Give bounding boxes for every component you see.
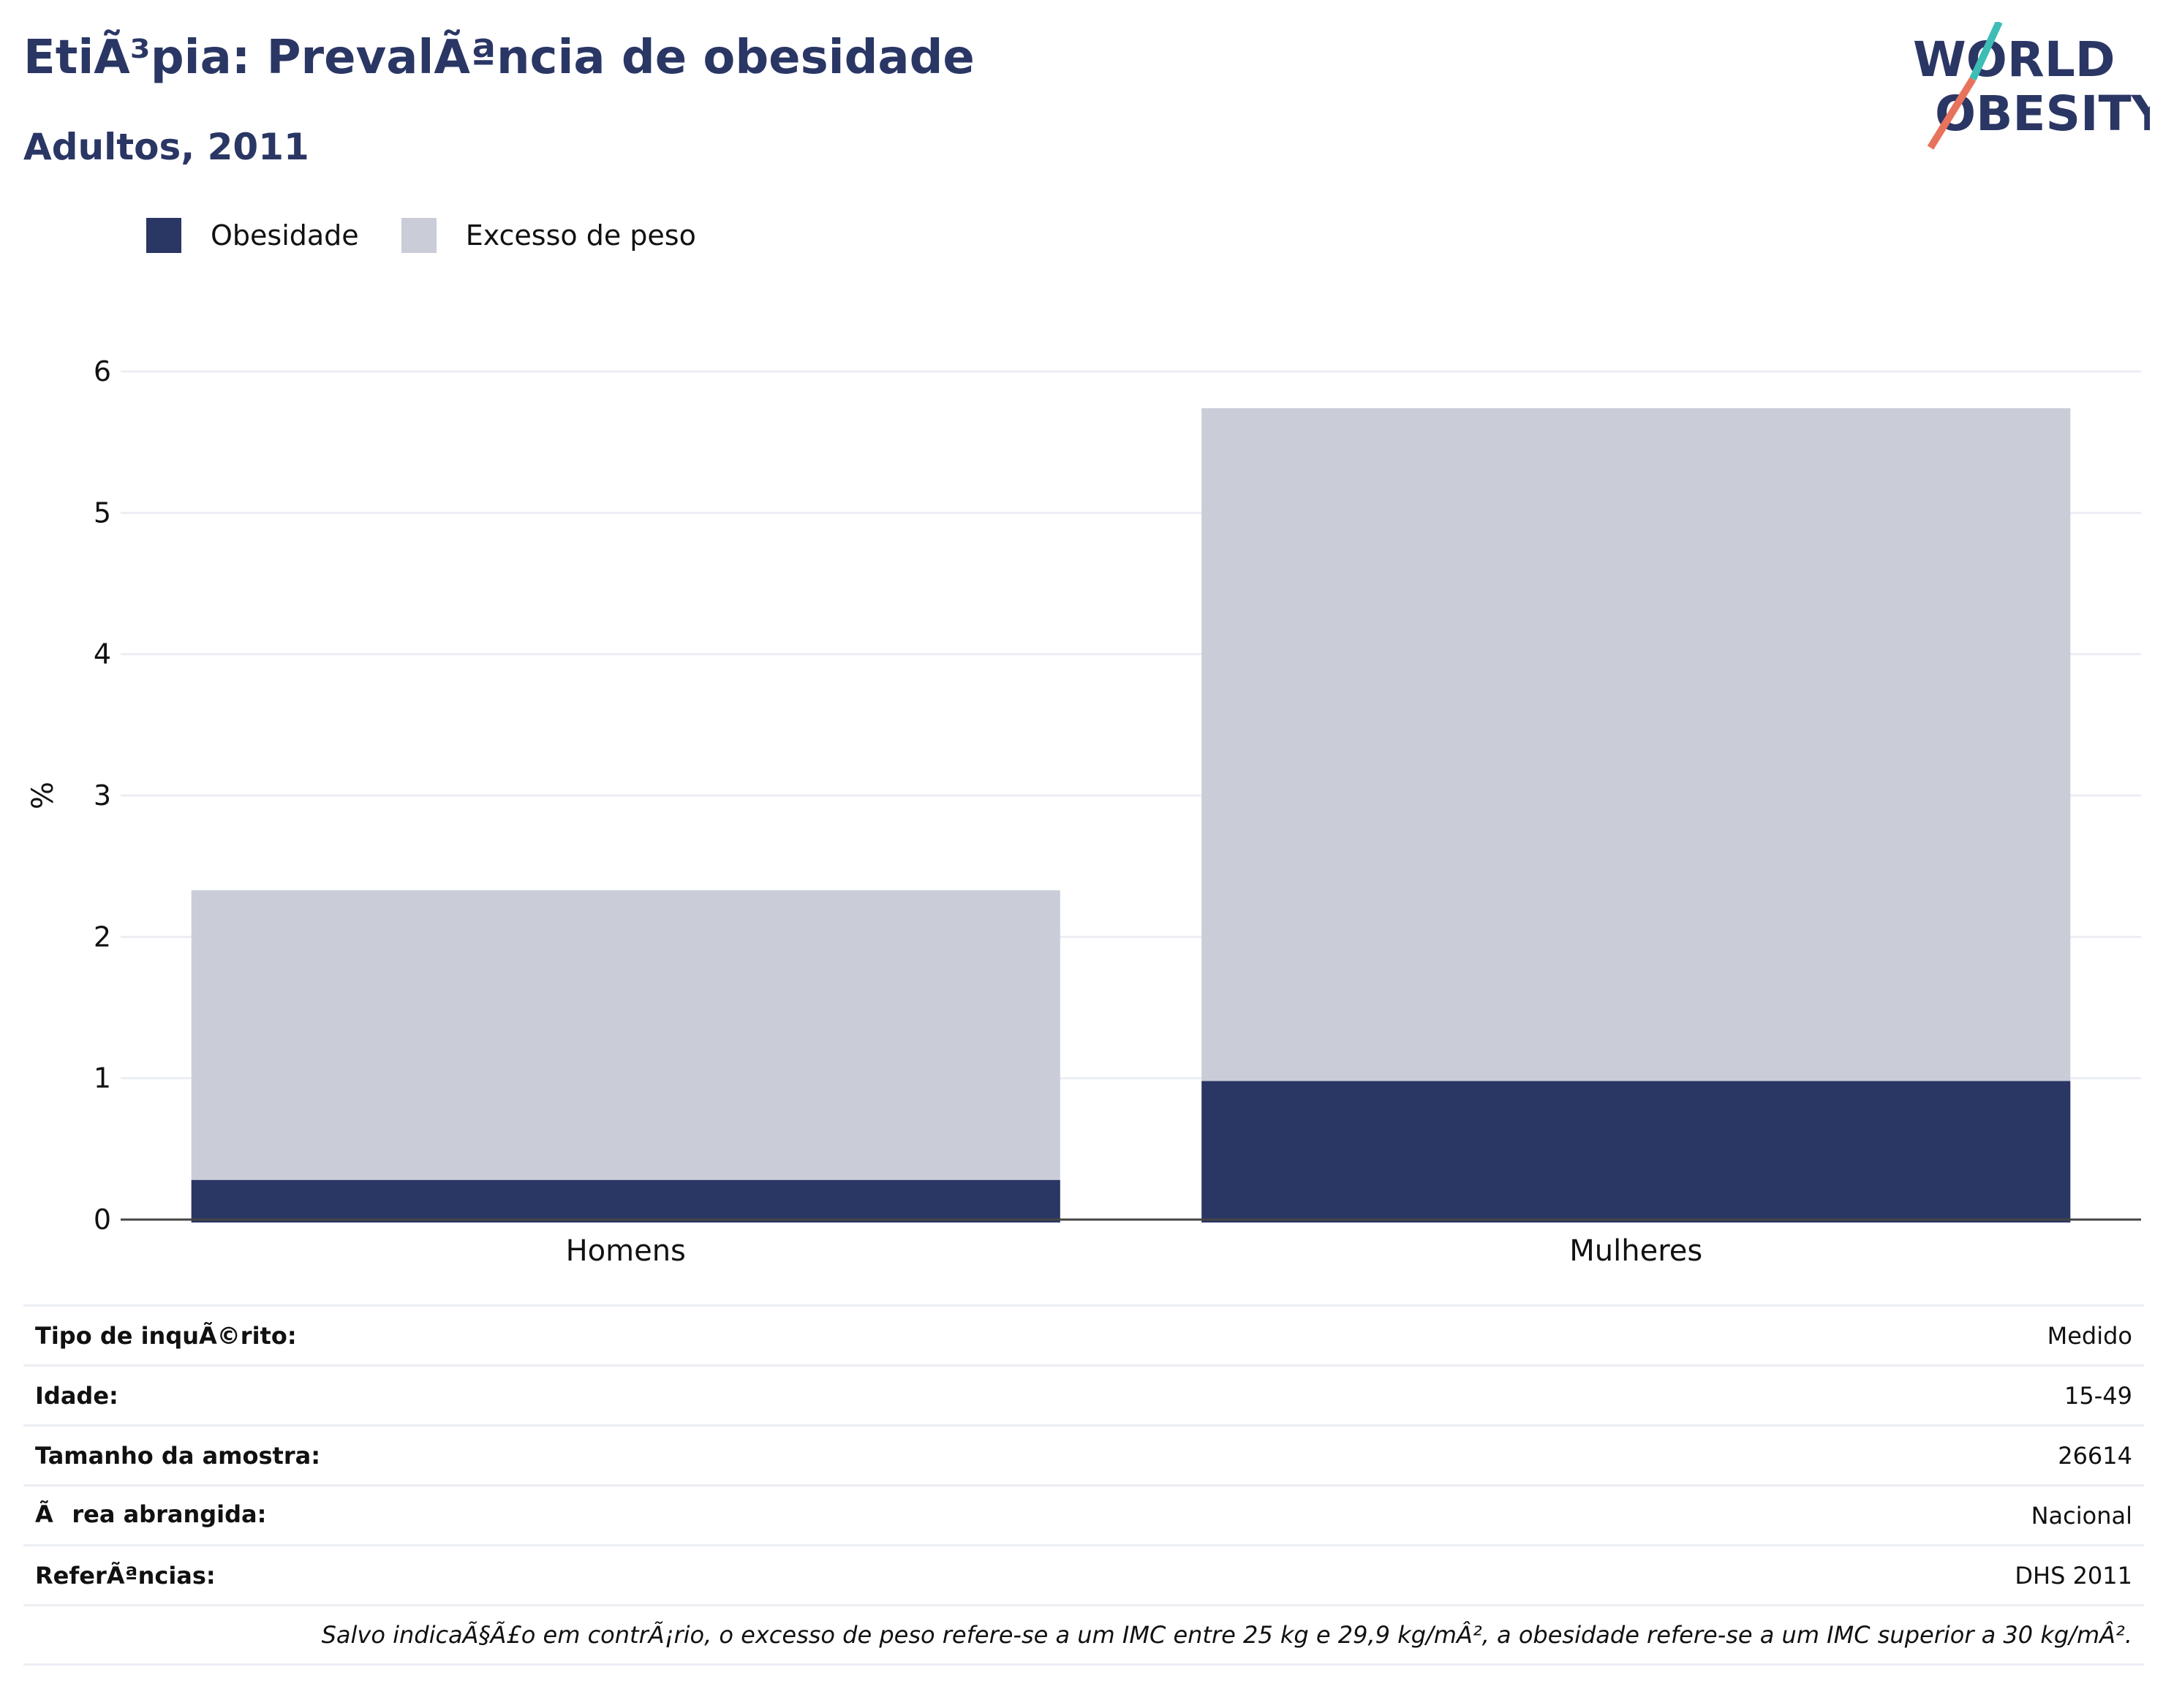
logo-slash-bottom — [1927, 77, 1977, 150]
logo-slash-top — [1969, 22, 2003, 81]
world-obesity-logo: WORLD OBESITY — [1913, 22, 2150, 150]
info-key: Ãrea abrangida: — [35, 1500, 267, 1528]
bar-obesidade — [1201, 1081, 2071, 1223]
y-axis-label: % — [26, 782, 60, 809]
y-tick-label: 2 — [94, 921, 111, 953]
info-value: 15-49 — [2064, 1381, 2132, 1410]
bar-obesidade — [191, 1179, 1060, 1223]
chart-subtitle: Adultos, 2011 — [23, 126, 309, 168]
bar-excesso-de-peso — [191, 890, 1060, 1223]
info-key: ReferÃªncias: — [35, 1561, 216, 1590]
legend-item-obesidade[interactable]: Obesidade — [146, 218, 359, 253]
info-row-area-abrangida: Ãrea abrangida: Nacional — [23, 1484, 2144, 1544]
x-tick-label: Homens — [566, 1234, 686, 1268]
legend-swatch-obesidade — [146, 218, 181, 253]
info-row-idade: Idade: 15-49 — [23, 1364, 2144, 1424]
y-tick-label: 6 — [94, 355, 111, 388]
legend-label-obesidade: Obesidade — [211, 219, 359, 252]
legend-swatch-excesso-de-peso — [401, 218, 437, 253]
info-key: Tamanho da amostra: — [35, 1441, 320, 1470]
info-value: 26614 — [2058, 1441, 2132, 1470]
logo-text-world: WORLD — [1913, 31, 2115, 88]
info-value: Medido — [2047, 1321, 2132, 1350]
y-tick-label: 5 — [94, 496, 111, 529]
info-value: Nacional — [2031, 1501, 2132, 1530]
info-row-tamanho-da-amostra: Tamanho da amostra: 26614 — [23, 1424, 2144, 1484]
info-row-referencias: ReferÃªncias: DHS 2011 — [23, 1544, 2144, 1604]
legend-item-excesso-de-peso[interactable]: Excesso de peso — [401, 218, 696, 253]
logo-text-obesity: OBESITY — [1935, 86, 2150, 142]
info-value: DHS 2011 — [2015, 1561, 2132, 1590]
chart-title: EtiÃ³pia: PrevalÃªncia de obesidade — [23, 31, 975, 85]
y-tick-label: 4 — [94, 638, 111, 670]
bmi-definition-note: Salvo indicaÃ§Ã£o em contrÃ¡rio, o exces… — [23, 1604, 2144, 1666]
info-key: Idade: — [35, 1381, 118, 1410]
y-tick-label: 0 — [94, 1203, 111, 1236]
info-key: Tipo de inquÃ©rito: — [35, 1321, 297, 1350]
info-row-tipo-de-inquerito: Tipo de inquÃ©rito: Medido — [23, 1304, 2144, 1364]
bar-chart: 0 1 2 3 4 5 6% Homens Mulheres — [26, 355, 2141, 1268]
y-tick-label: 1 — [94, 1062, 111, 1095]
survey-info-table: Tipo de inquÃ©rito: Medido Idade: 15-49 … — [23, 1304, 2144, 1666]
x-tick-label: Mulheres — [1569, 1234, 1702, 1268]
chart-legend: Obesidade Excesso de peso — [146, 218, 739, 253]
legend-label-excesso-de-peso: Excesso de peso — [465, 219, 696, 252]
y-tick-label: 3 — [94, 779, 111, 812]
